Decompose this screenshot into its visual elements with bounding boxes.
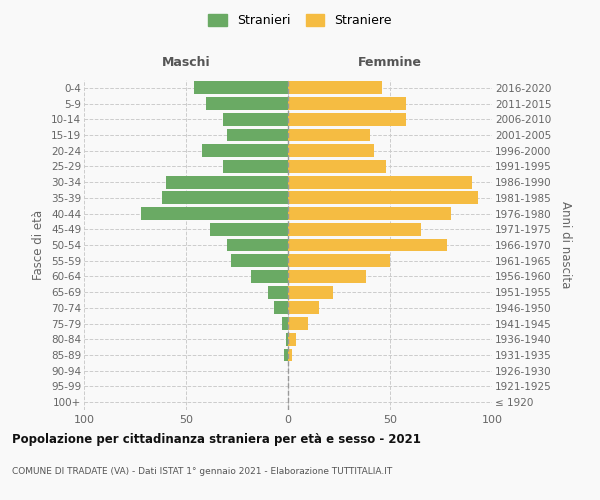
Bar <box>286 333 288 345</box>
Bar <box>288 82 382 94</box>
Bar <box>282 317 288 330</box>
Y-axis label: Fasce di età: Fasce di età <box>32 210 46 280</box>
Bar <box>288 238 447 252</box>
Bar <box>227 128 288 141</box>
Text: Popolazione per cittadinanza straniera per età e sesso - 2021: Popolazione per cittadinanza straniera p… <box>12 432 421 446</box>
Text: Femmine: Femmine <box>358 56 422 69</box>
Bar <box>211 223 288 235</box>
Bar <box>284 348 288 362</box>
Bar <box>251 270 288 283</box>
Bar <box>288 176 472 188</box>
Bar <box>231 254 288 267</box>
Bar <box>206 97 288 110</box>
Y-axis label: Anni di nascita: Anni di nascita <box>559 202 572 288</box>
Bar <box>223 160 288 173</box>
Bar <box>288 144 374 157</box>
Bar <box>288 333 296 345</box>
Bar <box>288 254 390 267</box>
Bar <box>288 97 406 110</box>
Bar <box>227 238 288 252</box>
Bar <box>288 270 365 283</box>
Bar <box>288 286 333 298</box>
Bar <box>288 160 386 173</box>
Bar <box>288 348 292 362</box>
Bar <box>141 207 288 220</box>
Bar <box>202 144 288 157</box>
Text: Maschi: Maschi <box>161 56 211 69</box>
Bar <box>288 223 421 235</box>
Bar <box>194 82 288 94</box>
Bar <box>223 113 288 126</box>
Bar <box>288 192 478 204</box>
Legend: Stranieri, Straniere: Stranieri, Straniere <box>206 11 394 30</box>
Bar <box>288 128 370 141</box>
Bar <box>288 317 308 330</box>
Bar <box>288 302 319 314</box>
Bar <box>166 176 288 188</box>
Bar <box>274 302 288 314</box>
Bar <box>268 286 288 298</box>
Bar <box>288 207 451 220</box>
Text: COMUNE DI TRADATE (VA) - Dati ISTAT 1° gennaio 2021 - Elaborazione TUTTITALIA.IT: COMUNE DI TRADATE (VA) - Dati ISTAT 1° g… <box>12 468 392 476</box>
Bar <box>161 192 288 204</box>
Bar <box>288 113 406 126</box>
